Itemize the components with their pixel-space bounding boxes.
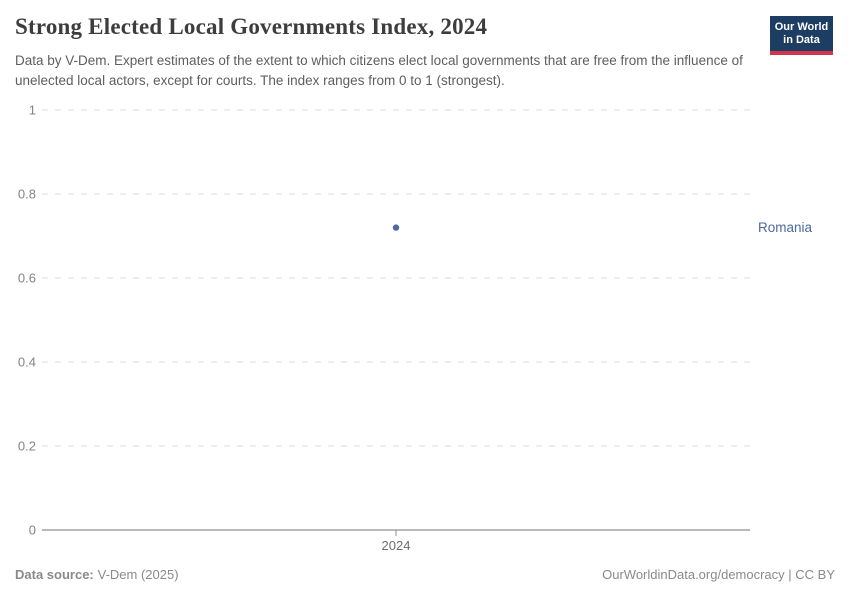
data-point[interactable] [392, 224, 400, 231]
y-tick-label: 0.8 [18, 187, 36, 202]
footer-source-label: Data source: [15, 567, 94, 582]
owid-logo-line1: Our World [774, 21, 829, 33]
y-tick-label: 0.2 [18, 439, 36, 454]
y-tick-label: 1 [29, 103, 36, 118]
y-tick-label: 0.4 [18, 355, 36, 370]
chart-subtitle: Data by V-Dem. Expert estimates of the e… [15, 53, 743, 88]
owid-logo[interactable]: Our World in Data [770, 16, 833, 55]
footer-attribution-link[interactable]: OurWorldinData.org/democracy | CC BY [602, 567, 835, 582]
y-tick-label: 0 [29, 523, 36, 538]
footer-source-value: V-Dem (2025) [97, 567, 179, 582]
chart-footer: Data source: V-Dem (2025) OurWorldinData.… [15, 567, 835, 582]
chart-title: Strong Elected Local Governments Index, … [15, 14, 488, 39]
entity-label[interactable]: Romania [758, 220, 813, 235]
footer-source: Data source: V-Dem (2025) [15, 567, 179, 582]
owid-logo-line2: in Data [783, 34, 820, 46]
x-tick-label: 2024 [382, 538, 411, 553]
y-tick-label: 0.6 [18, 271, 36, 286]
